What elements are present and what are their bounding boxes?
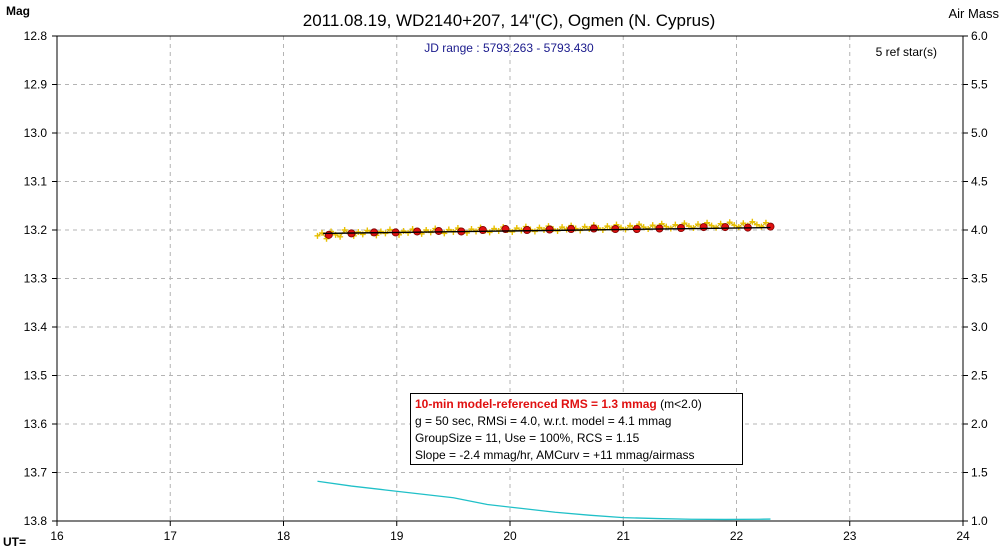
series-layer bbox=[314, 218, 775, 521]
ref-star-count: 5 ref star(s) bbox=[876, 45, 937, 59]
x-tick-label: 18 bbox=[277, 529, 291, 543]
individual-obs-point bbox=[559, 224, 566, 231]
individual-obs-point bbox=[581, 223, 588, 230]
individual-obs-point bbox=[627, 222, 634, 229]
x-tick-label: 23 bbox=[843, 529, 857, 543]
x-tick-label: 19 bbox=[390, 529, 404, 543]
x-tick-label: 24 bbox=[956, 529, 970, 543]
y2-tick-label: 5.0 bbox=[971, 126, 988, 140]
x-tick-label: 21 bbox=[617, 529, 631, 543]
binned-point bbox=[699, 223, 708, 232]
individual-obs-point bbox=[694, 221, 701, 228]
individual-obs-point bbox=[735, 224, 742, 231]
binned-point bbox=[589, 224, 598, 233]
binned-point bbox=[721, 223, 730, 232]
stats-rms-condition: (m<2.0) bbox=[660, 397, 702, 411]
individual-obs-point bbox=[749, 218, 756, 225]
y-tick-label: 13.6 bbox=[24, 417, 48, 431]
binned-point bbox=[478, 225, 487, 234]
y2-tick-label: 1.0 bbox=[971, 514, 988, 528]
individual-obs-point bbox=[740, 220, 747, 227]
individual-obs-point bbox=[513, 225, 520, 232]
individual-obs-point bbox=[753, 221, 760, 228]
individual-obs-point bbox=[649, 222, 656, 229]
y2-tick-label: 1.5 bbox=[971, 466, 988, 480]
airmass-curve bbox=[317, 480, 771, 521]
individual-obs-point bbox=[314, 232, 321, 239]
y2-tick-label: 2.5 bbox=[971, 369, 988, 383]
individual-obs-point bbox=[726, 219, 733, 226]
individual-obs-point bbox=[536, 224, 543, 231]
binned-point bbox=[324, 230, 333, 239]
y-tick-label: 13.8 bbox=[24, 514, 48, 528]
axis-layer: 16 17 18 19 20 21 22 23 24 12.8 12.9 13.0 13.1 13.2 13… bbox=[24, 29, 988, 543]
individual-obs-point bbox=[337, 233, 344, 240]
stats-line-3: GroupSize = 11, Use = 100%, RCS = 1.15 bbox=[415, 431, 640, 445]
binned-point bbox=[567, 225, 576, 234]
y2-tick-label: 2.0 bbox=[971, 417, 988, 431]
individual-obs-point bbox=[509, 228, 516, 235]
individual-obs-point bbox=[486, 229, 493, 236]
individual-obs-point bbox=[604, 223, 611, 230]
y2-tick-label: 3.5 bbox=[971, 272, 988, 286]
binned-point bbox=[434, 226, 443, 235]
y-tick-label: 13.1 bbox=[24, 175, 48, 189]
binned-point bbox=[766, 222, 775, 231]
individual-obs-point bbox=[531, 228, 538, 235]
stats-box: 10-min model-referenced RMS = 1.3 mmag (… bbox=[410, 393, 743, 465]
individual-obs-point bbox=[758, 223, 765, 230]
individual-obs-point bbox=[386, 226, 393, 233]
grid bbox=[57, 36, 963, 521]
stats-rms-main: 10-min model-referenced RMS = 1.3 mmag bbox=[415, 397, 657, 411]
y-tick-label: 12.9 bbox=[24, 78, 48, 92]
individual-obs-point bbox=[762, 219, 769, 226]
y2-tick-label: 4.5 bbox=[971, 175, 988, 189]
x-tick-label: 17 bbox=[164, 529, 178, 543]
individual-obs-point bbox=[377, 228, 384, 235]
individual-obs-point bbox=[704, 219, 711, 226]
y-tick-label: 12.8 bbox=[24, 29, 48, 43]
y-tick-label: 13.4 bbox=[24, 320, 48, 334]
y2-tick-label: 6.0 bbox=[971, 29, 988, 43]
jd-range: JD range : 5793.263 - 5793.430 bbox=[424, 41, 594, 55]
y-tick-label: 13.5 bbox=[24, 369, 48, 383]
individual-obs-point bbox=[341, 227, 348, 233]
model-fit-line bbox=[323, 226, 771, 235]
stats-line-2: g = 50 sec, RMSi = 4.0, w.r.t. model = 4… bbox=[415, 414, 672, 428]
individual-obs-point bbox=[681, 220, 688, 227]
binned-point bbox=[522, 225, 531, 234]
x-tick-label: 22 bbox=[730, 529, 744, 543]
y-tick-label: 13.2 bbox=[24, 223, 48, 237]
individual-obs-point bbox=[382, 230, 389, 237]
y-axis-label: Mag bbox=[6, 4, 30, 18]
x-tick-label: 20 bbox=[503, 529, 517, 543]
y-tick-label: 13.0 bbox=[24, 126, 48, 140]
y2-tick-label: 3.0 bbox=[971, 320, 988, 334]
individual-obs-point bbox=[672, 221, 679, 228]
chart-title: 2011.08.19, WD2140+207, 14"(C), Ogmen (N… bbox=[303, 11, 716, 30]
y-tick-label: 13.7 bbox=[24, 466, 48, 480]
y2-axis-label: Air Mass bbox=[948, 6, 999, 21]
x-axis-label: UT= bbox=[3, 535, 26, 549]
y-tick-label: 13.3 bbox=[24, 272, 48, 286]
y2-tick-label: 5.5 bbox=[971, 78, 988, 92]
y2-tick-label: 4.0 bbox=[971, 223, 988, 237]
binned-point bbox=[545, 225, 554, 234]
individual-obs-point bbox=[355, 228, 362, 235]
individual-obs-point bbox=[717, 220, 724, 227]
individual-obs-point bbox=[708, 222, 715, 229]
individual-obs-point bbox=[731, 222, 738, 229]
stats-line-4: Slope = -2.4 mmag/hr, AMCurv = +11 mmag/… bbox=[415, 448, 695, 462]
x-tick-label: 16 bbox=[50, 529, 64, 543]
stats-rms-line: 10-min model-referenced RMS = 1.3 mmag (… bbox=[415, 396, 738, 413]
